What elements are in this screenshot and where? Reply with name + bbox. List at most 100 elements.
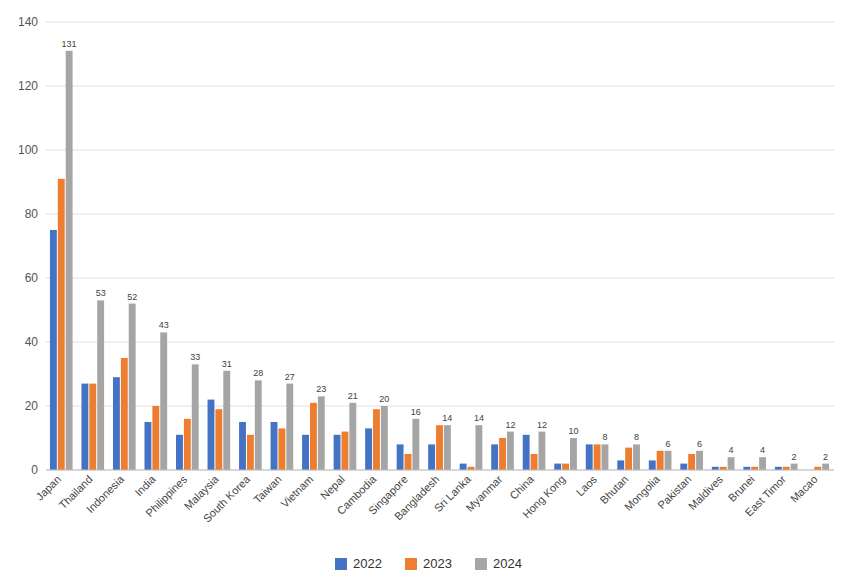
bar <box>586 444 593 470</box>
x-tick-label: Vietnam <box>278 473 315 510</box>
bar <box>507 432 514 470</box>
x-tick-label: Hong Kong <box>520 473 567 520</box>
data-label: 2 <box>792 452 797 462</box>
data-label: 4 <box>729 445 734 455</box>
grid-line <box>46 214 834 215</box>
data-label: 27 <box>285 372 295 382</box>
bar <box>58 179 65 470</box>
bars <box>50 51 829 470</box>
bar <box>223 371 230 470</box>
data-label: 33 <box>190 352 200 362</box>
bar <box>460 464 467 470</box>
bar <box>594 444 601 470</box>
y-tick-label: 140 <box>18 15 38 29</box>
bar <box>121 358 128 470</box>
bar <box>625 448 632 470</box>
grid-line <box>46 278 834 279</box>
bar <box>405 454 412 470</box>
x-tick-label: East Timor <box>742 473 788 519</box>
data-labels: 1315352433331282723212016141412121088664… <box>62 39 829 462</box>
x-axis-line <box>46 470 834 471</box>
bar <box>160 332 167 470</box>
y-tick-label: 120 <box>18 79 38 93</box>
data-label: 131 <box>62 39 77 49</box>
y-tick-label: 100 <box>18 143 38 157</box>
data-label: 6 <box>666 439 671 449</box>
data-label: 53 <box>96 288 106 298</box>
bar <box>113 377 120 470</box>
bar <box>649 460 656 470</box>
y-tick-label: 60 <box>25 271 39 285</box>
bar <box>397 444 404 470</box>
bar <box>562 464 569 470</box>
data-label: 20 <box>379 394 389 404</box>
data-label: 8 <box>602 432 607 442</box>
bar <box>50 230 57 470</box>
bar <box>302 435 309 470</box>
y-axis: 020406080100120140 <box>18 15 834 477</box>
bar <box>822 464 829 470</box>
x-tick-label: Indonesia <box>84 472 127 515</box>
bar <box>97 300 104 470</box>
bar <box>688 454 695 470</box>
bar <box>728 457 735 470</box>
bar <box>696 451 703 470</box>
bar <box>89 384 96 470</box>
x-tick-label: Maldives <box>686 473 726 513</box>
data-label: 12 <box>537 420 547 430</box>
legend: 202220232024 <box>335 556 522 571</box>
bar <box>570 438 577 470</box>
bar <box>271 422 278 470</box>
x-tick-label: Japan <box>33 473 63 503</box>
data-label: 28 <box>253 368 263 378</box>
data-label: 14 <box>442 413 452 423</box>
legend-swatch <box>405 558 417 570</box>
bar <box>680 464 687 470</box>
legend-swatch <box>475 558 487 570</box>
bar <box>523 435 530 470</box>
x-tick-label: Macao <box>788 473 820 505</box>
bar <box>428 444 435 470</box>
bar <box>349 403 356 470</box>
x-tick-label: South Korea <box>201 472 253 524</box>
bar <box>657 451 664 470</box>
bar <box>436 425 443 470</box>
bar <box>318 396 325 470</box>
bar <box>239 422 246 470</box>
data-label: 16 <box>411 407 421 417</box>
grid-line <box>46 22 834 23</box>
bar <box>342 432 349 470</box>
bar <box>81 384 88 470</box>
x-tick-label: Myanmar <box>464 473 505 514</box>
y-tick-label: 80 <box>25 207 39 221</box>
x-tick-label: Bangladesh <box>392 473 442 523</box>
bar <box>602 444 609 470</box>
x-tick-label: Philippines <box>143 473 189 519</box>
x-axis: JapanThailandIndonesiaIndiaPhilippinesMa… <box>33 472 819 524</box>
bar <box>184 419 191 470</box>
bar <box>145 422 152 470</box>
bar <box>633 444 640 470</box>
bar <box>444 425 451 470</box>
bar <box>381 406 388 470</box>
bar <box>554 464 561 470</box>
bar <box>152 406 159 470</box>
bar <box>531 454 538 470</box>
y-tick-label: 40 <box>25 335 39 349</box>
bar <box>373 409 380 470</box>
bar <box>176 435 183 470</box>
data-label: 8 <box>634 432 639 442</box>
data-label: 4 <box>760 445 765 455</box>
bar <box>499 438 506 470</box>
bar <box>759 457 766 470</box>
grid-line <box>46 470 834 471</box>
bar <box>334 435 341 470</box>
legend-label: 2023 <box>423 556 452 571</box>
bar <box>412 419 419 470</box>
bar <box>247 435 254 470</box>
bar <box>66 51 73 470</box>
data-label: 52 <box>127 292 137 302</box>
x-tick-label: Nepal <box>318 473 347 502</box>
bar <box>491 444 498 470</box>
data-label: 31 <box>222 359 232 369</box>
